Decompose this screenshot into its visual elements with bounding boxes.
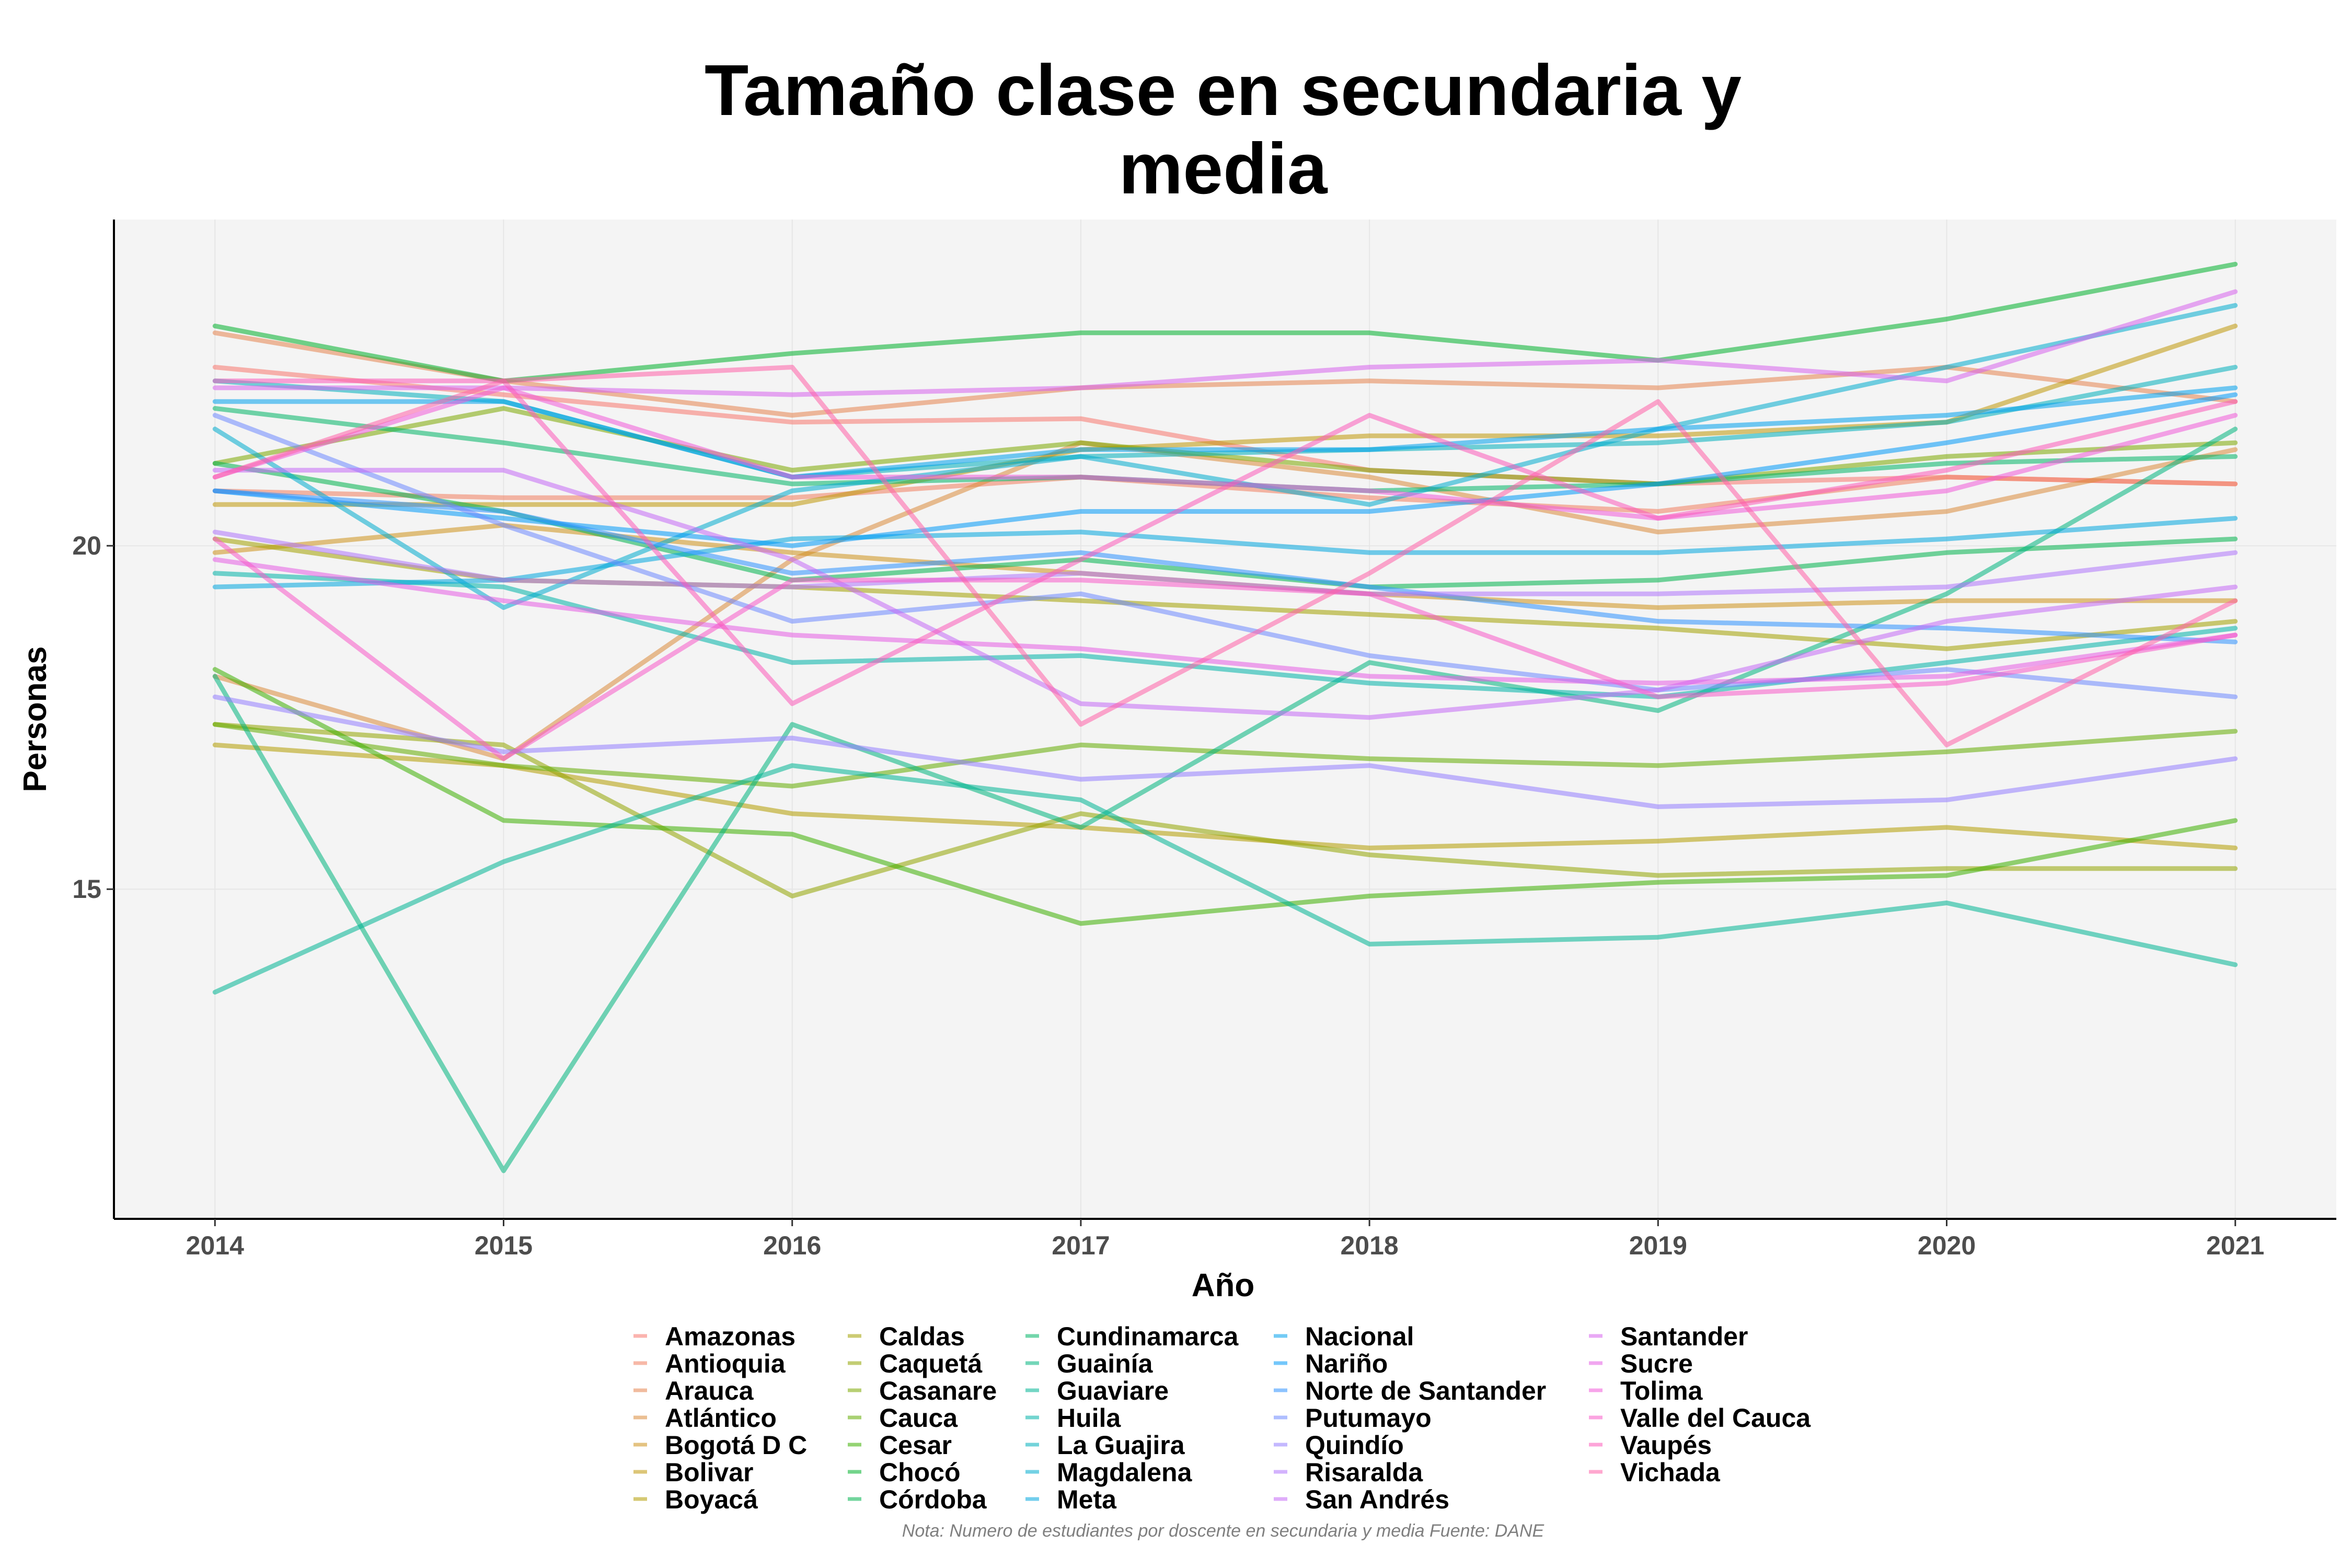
axis-ticks: 2014 2015 2016 2017 2018 2019 2020 2021 15 20: [72, 531, 2264, 1260]
series-line: [212, 413, 2238, 699]
x-tick-label: 2015: [475, 1231, 533, 1260]
legend-label: Putumayo: [1305, 1403, 1432, 1433]
series-line: [212, 571, 2238, 699]
legend-label: Quindío: [1305, 1431, 1404, 1460]
x-tick-label: 2018: [1340, 1231, 1398, 1260]
legend-label: Cesar: [879, 1431, 952, 1460]
series-line: [212, 763, 2238, 995]
series-line: [212, 289, 2238, 397]
y-axis-title: Personas: [17, 646, 53, 792]
legend-label: Risaralda: [1305, 1458, 1423, 1487]
chart-title-line-2: media: [1119, 129, 1328, 209]
legend-label: Meta: [1057, 1485, 1117, 1514]
legend-label: Arauca: [665, 1376, 754, 1405]
legend-label: San Andrés: [1305, 1485, 1449, 1514]
series-line: [212, 516, 2238, 590]
series-line: [212, 385, 2238, 521]
x-tick-label: 2017: [1052, 1231, 1110, 1260]
legend-label: Bogotá D C: [665, 1431, 807, 1460]
chart-caption: Nota: Numero de estudiantes por doscente…: [902, 1521, 1544, 1541]
series-line: [212, 385, 2238, 480]
series-line: [212, 742, 2238, 850]
x-tick-label: 2021: [2206, 1231, 2264, 1260]
legend-label: Huila: [1057, 1403, 1121, 1433]
legend-label: La Guajira: [1057, 1431, 1185, 1460]
series-line: [212, 378, 2238, 706]
legend-label: Atlántico: [665, 1403, 777, 1433]
series-line: [212, 722, 2238, 789]
legend-label: Nacional: [1305, 1322, 1414, 1351]
legend-label: Guaviare: [1057, 1376, 1169, 1405]
series-line: [212, 406, 2238, 487]
legend-label: Chocó: [879, 1458, 961, 1487]
y-tick-label: 15: [72, 874, 101, 904]
legend-label: Antioquia: [665, 1349, 786, 1378]
legend-label: Guainía: [1057, 1349, 1154, 1378]
series-line: [212, 557, 2238, 686]
legend-label: Cauca: [879, 1403, 958, 1433]
legend-label: Caldas: [879, 1322, 965, 1351]
legend-label: Tolima: [1620, 1376, 1703, 1405]
x-tick-label: 2016: [763, 1231, 821, 1260]
series-line: [212, 440, 2238, 762]
series-line: [212, 488, 2238, 644]
legend-label: Nariño: [1305, 1349, 1388, 1378]
legend-label: Cundinamarca: [1057, 1322, 1239, 1351]
legend-label: Casanare: [879, 1376, 997, 1405]
x-tick-label: 2014: [186, 1231, 244, 1260]
legend-label: Sucre: [1620, 1349, 1693, 1378]
series-line: [212, 529, 2238, 596]
legend-label: Boyacá: [665, 1485, 758, 1514]
x-axis-title: Año: [1192, 1267, 1255, 1304]
series-lines: [212, 261, 2238, 1173]
legend-label: Magdalena: [1057, 1458, 1193, 1487]
legend-label: Santander: [1620, 1322, 1748, 1351]
legend-label: Bolivar: [665, 1458, 754, 1487]
legend-label: Norte de Santander: [1305, 1376, 1546, 1405]
series-line: [212, 694, 2238, 809]
legend-label: Vichada: [1620, 1458, 1721, 1487]
x-tick-label: 2020: [1918, 1231, 1976, 1260]
x-tick-label: 2019: [1629, 1231, 1687, 1260]
y-tick-label: 20: [72, 531, 101, 560]
legend-label: Caquetá: [879, 1349, 982, 1378]
series-line: [212, 468, 2238, 720]
series-line: [212, 365, 2238, 747]
legend-label: Córdoba: [879, 1485, 987, 1514]
legend-label: Amazonas: [665, 1322, 795, 1351]
series-line: [212, 426, 2238, 1173]
legend-label: Vaupés: [1620, 1431, 1712, 1460]
series-line: [212, 667, 2238, 926]
legend-label: Valle del Cauca: [1620, 1403, 1811, 1433]
chart-title-line-1: Tamaño clase en secundaria y: [705, 50, 1742, 131]
